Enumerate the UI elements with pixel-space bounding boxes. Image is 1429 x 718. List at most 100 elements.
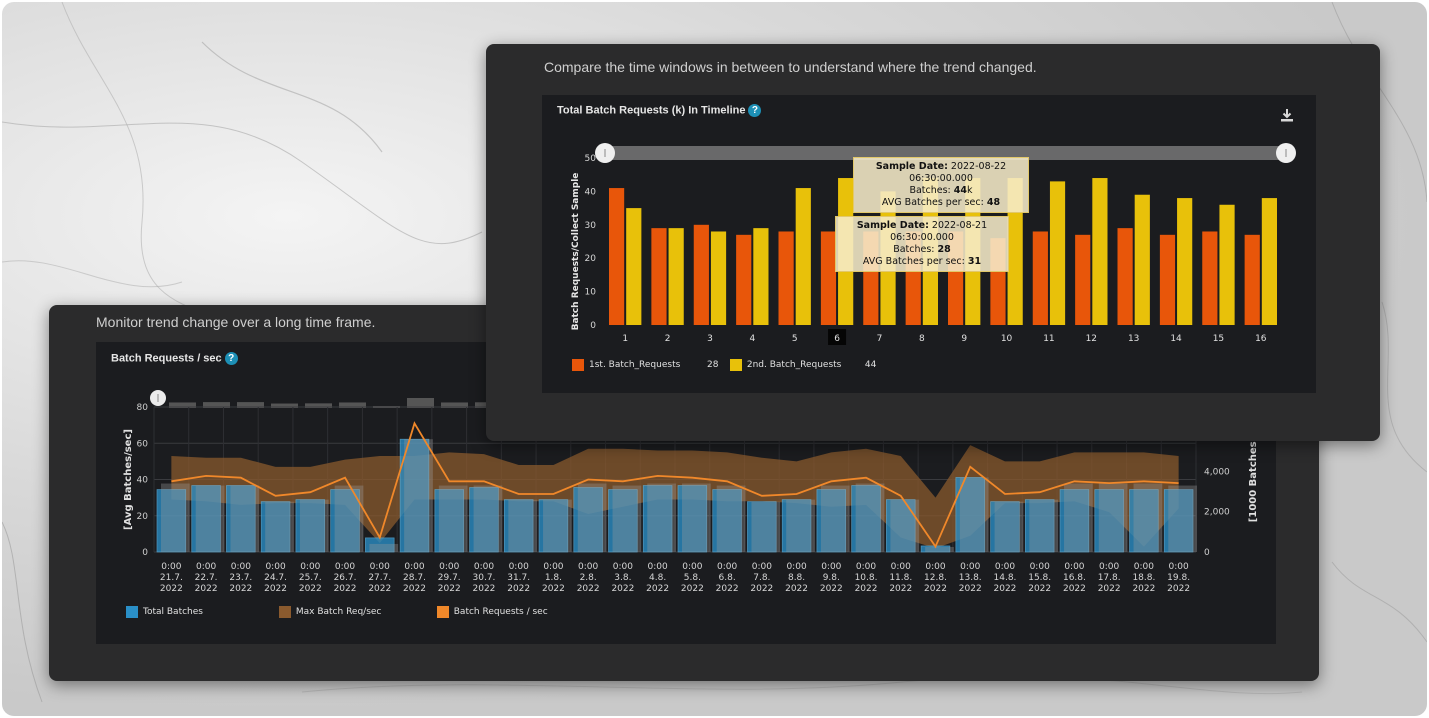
x-tick-year: 2022 bbox=[855, 584, 878, 594]
legend-item-2nd-batch[interactable]: 2nd. Batch_Requests 44 bbox=[729, 359, 890, 371]
x-tick-year: 2022 bbox=[229, 584, 252, 594]
batch-requests-line bbox=[171, 421, 1179, 549]
batch-requests-chart-title: Batch Requests / sec? bbox=[111, 352, 238, 365]
first-batch-bar bbox=[651, 228, 667, 325]
comparison-ghost-bar bbox=[751, 501, 781, 552]
x-tick-time: 0:00 bbox=[1169, 562, 1189, 572]
long-timeframe-caption: Monitor trend change over a long time fr… bbox=[96, 314, 376, 330]
legend-item-max-batch[interactable]: Max Batch Req/sec bbox=[278, 606, 434, 618]
legend-item-1st-batch[interactable]: 1st. Batch_Requests 28 bbox=[572, 359, 727, 371]
x-tick-date: 27.7. bbox=[368, 573, 391, 583]
x-tick-time: 0:00 bbox=[752, 562, 772, 572]
x-tick-label: 16 bbox=[1255, 334, 1267, 344]
x-tick-time: 0:00 bbox=[265, 562, 285, 572]
timeline-legend: 1st. Batch_Requests 28 2nd. Batch_Request… bbox=[572, 359, 972, 371]
comparison-ghost-bar bbox=[508, 499, 538, 552]
right-axis-label: [1000 Batches] bbox=[1248, 437, 1259, 522]
x-tick-date: 7.8. bbox=[753, 573, 770, 583]
download-icon[interactable] bbox=[1280, 108, 1294, 122]
x-tick-year: 2022 bbox=[611, 584, 634, 594]
total-batches-bar bbox=[1024, 499, 1055, 553]
highlighted-category-box bbox=[828, 329, 847, 345]
x-tick-label: 7 bbox=[877, 334, 883, 344]
left-tick-label: 80 bbox=[137, 403, 149, 413]
x-tick-year: 2022 bbox=[716, 584, 739, 594]
second-batch-bar bbox=[668, 228, 684, 325]
x-tick-time: 0:00 bbox=[856, 562, 876, 572]
x-tick-label: 10 bbox=[1001, 334, 1013, 344]
x-tick-label: 6 bbox=[834, 334, 840, 344]
second-batch-bar bbox=[1007, 178, 1023, 325]
first-batch-bar bbox=[820, 231, 837, 325]
total-batches-bar bbox=[573, 487, 603, 553]
comparison-ghost-bar bbox=[195, 485, 225, 552]
x-tick-time: 0:00 bbox=[161, 562, 181, 572]
x-tick-date: 4.8. bbox=[649, 573, 666, 583]
total-batches-bar bbox=[1059, 489, 1090, 553]
x-tick-time: 0:00 bbox=[509, 562, 529, 572]
x-tick-label: 2 bbox=[665, 334, 671, 344]
total-batches-bar bbox=[295, 499, 326, 553]
x-tick-time: 0:00 bbox=[1099, 562, 1119, 572]
x-tick-date: 17.8. bbox=[1098, 573, 1121, 583]
navigator-bar bbox=[169, 402, 196, 408]
x-tick-year: 2022 bbox=[681, 584, 704, 594]
batch-requests-title-text: Batch Requests / sec bbox=[111, 352, 222, 365]
total-batches-bar bbox=[434, 489, 464, 553]
x-tick-year: 2022 bbox=[264, 584, 287, 594]
total-batches-bar bbox=[469, 487, 499, 553]
first-batch-bar bbox=[609, 188, 625, 325]
comparison-ghost-bar bbox=[473, 485, 503, 552]
x-tick-year: 2022 bbox=[160, 584, 183, 594]
x-tick-date: 3.8. bbox=[614, 573, 631, 583]
x-tick-time: 0:00 bbox=[1030, 562, 1050, 572]
comparison-ghost-bar bbox=[855, 483, 885, 552]
x-tick-year: 2022 bbox=[1167, 584, 1190, 594]
left-axis-label: [Avg Batches/sec] bbox=[123, 429, 134, 530]
y-tick-label: 30 bbox=[585, 221, 597, 231]
x-tick-year: 2022 bbox=[542, 584, 565, 594]
first-batch-bar bbox=[1075, 234, 1091, 325]
timeline-chart-card: Total Batch Requests (k) In Timeline? 0 1… bbox=[542, 95, 1316, 393]
second-batch-bar bbox=[753, 228, 769, 325]
comparison-ghost-bar bbox=[1168, 485, 1197, 552]
comparison-ghost-bar bbox=[612, 485, 642, 552]
y-tick-label: 0 bbox=[590, 321, 596, 331]
second-batch-bar bbox=[1049, 181, 1066, 325]
navigator-bar bbox=[203, 402, 230, 408]
x-tick-year: 2022 bbox=[1098, 584, 1121, 594]
second-batch-bar bbox=[1092, 178, 1108, 325]
comparison-ghost-bar bbox=[265, 501, 294, 552]
comparison-ghost-bar bbox=[369, 543, 399, 552]
x-tick-year: 2022 bbox=[368, 584, 391, 594]
right-tick-label: 0 bbox=[1204, 548, 1210, 558]
total-batches-bar bbox=[608, 489, 638, 553]
second-batch-bar bbox=[1134, 194, 1150, 325]
x-tick-time: 0:00 bbox=[648, 562, 668, 572]
total-batches-bar bbox=[990, 501, 1020, 553]
x-tick-time: 0:00 bbox=[786, 562, 806, 572]
x-tick-time: 0:00 bbox=[613, 562, 633, 572]
y-tick-label: 10 bbox=[585, 288, 597, 298]
x-tick-year: 2022 bbox=[403, 584, 426, 594]
x-tick-time: 0:00 bbox=[578, 562, 598, 572]
x-tick-date: 12.8. bbox=[924, 573, 947, 583]
comparison-ghost-bar bbox=[890, 499, 920, 552]
left-tick-label: 40 bbox=[137, 476, 149, 486]
legend-item-batch-requests[interactable]: Batch Requests / sec bbox=[436, 606, 587, 618]
help-icon[interactable]: ? bbox=[748, 104, 762, 117]
timeline-chart-title: Total Batch Requests (k) In Timeline? bbox=[557, 104, 762, 117]
navigator-bar bbox=[407, 398, 434, 408]
x-tick-year: 2022 bbox=[299, 584, 322, 594]
comparison-ghost-bar bbox=[682, 483, 711, 552]
x-tick-year: 2022 bbox=[1063, 584, 1086, 594]
comparison-ghost-bar bbox=[404, 439, 433, 552]
x-tick-time: 0:00 bbox=[925, 562, 945, 572]
total-batches-bar bbox=[156, 489, 187, 553]
x-tick-time: 0:00 bbox=[231, 562, 251, 572]
comparison-ghost-bar bbox=[543, 499, 572, 552]
legend-item-total-batches[interactable]: Total Batches bbox=[126, 606, 276, 618]
legend-swatch-line bbox=[436, 606, 449, 618]
help-icon[interactable]: ? bbox=[224, 352, 238, 365]
